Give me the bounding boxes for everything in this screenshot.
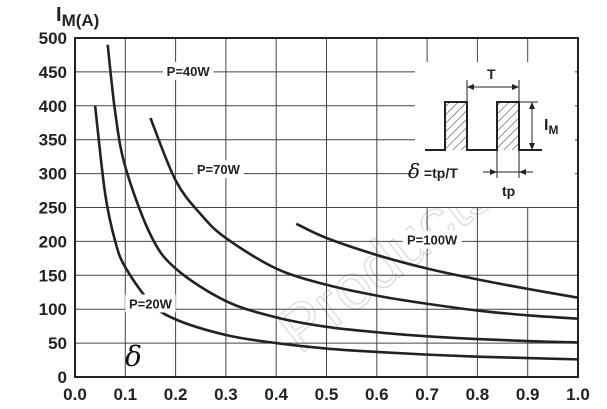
- x-axis-symbol: δ: [125, 340, 142, 373]
- y-tick-label: 50: [48, 334, 67, 353]
- y-tick-label: 300: [39, 165, 67, 184]
- series-label-background: [162, 61, 214, 80]
- y-axis-title: IM(A): [56, 4, 99, 30]
- pulse-2-fill: [497, 102, 519, 150]
- x-tick-label: 0.9: [516, 385, 540, 404]
- y-tick-label: 200: [39, 232, 67, 251]
- period-arrow-left: [467, 84, 474, 90]
- series-label: P=70W: [197, 162, 241, 177]
- amplitude-arrow-top: [529, 102, 535, 109]
- y-tick-label: 400: [39, 97, 67, 116]
- series-line-p-20w: [93, 105, 579, 361]
- y-axis-title-sub: M(A): [62, 11, 100, 30]
- series-labels: P=20W P=40W P=70W P=100W: [125, 61, 462, 313]
- series-line-p-70w: [149, 117, 579, 320]
- amplitude-arrow-bottom: [529, 143, 535, 150]
- pulse-inset: T IM tp δ =tp/T: [408, 66, 558, 199]
- x-tick-label: 0.6: [365, 385, 389, 404]
- amplitude-label-main: I: [544, 117, 548, 134]
- amplitude-label-sub: M: [548, 123, 558, 137]
- x-tick-label: 0.0: [63, 385, 87, 404]
- x-tick-label: 1.0: [566, 385, 590, 404]
- y-axis-title-main: I: [56, 4, 62, 26]
- x-tick-label: 0.2: [164, 385, 188, 404]
- series-label-background: [193, 160, 244, 179]
- pulse-1-fill: [445, 102, 467, 150]
- y-tick-label: 500: [39, 29, 67, 48]
- series-line-p-40w: [106, 44, 579, 344]
- y-tick-label: 450: [39, 63, 67, 82]
- series-label-background: [125, 294, 176, 313]
- x-tick-label: 0.4: [264, 385, 288, 404]
- x-tick-label: 0.3: [214, 385, 238, 404]
- y-tick-label: 100: [39, 300, 67, 319]
- x-tick-label: 0.5: [315, 385, 339, 404]
- x-tick-label: 0.8: [466, 385, 490, 404]
- y-tick-label: 350: [39, 131, 67, 150]
- series-label: P=20W: [129, 296, 173, 311]
- series-label: P=100W: [407, 233, 458, 248]
- y-axis-ticks: 0 50 100 150 200 250 300 350 400 450 500: [39, 29, 67, 387]
- amplitude-label: IM: [544, 117, 558, 137]
- y-tick-label: 0: [58, 368, 67, 387]
- plot-frame: [74, 37, 579, 378]
- plot-border: [74, 37, 579, 378]
- series-label-background: [402, 230, 462, 249]
- inset-background: [415, 62, 575, 207]
- period-arrow-right: [512, 84, 519, 90]
- series-line-p-100w: [295, 222, 579, 299]
- pulse-waveform: [425, 101, 542, 151]
- series-group: [93, 44, 579, 361]
- x-tick-label: 0.1: [113, 385, 137, 404]
- pulse-width-arrow-right: [519, 169, 526, 175]
- period-label: T: [487, 66, 496, 82]
- series-label: P=40W: [167, 64, 211, 79]
- duty-cycle-symbol: δ: [408, 159, 420, 183]
- x-tick-label: 0.7: [415, 385, 439, 404]
- duty-cycle-expression: =tp/T: [420, 165, 458, 181]
- y-tick-label: 150: [39, 266, 67, 285]
- pulse-width-arrow-left: [490, 169, 497, 175]
- pulse-width-label: tp: [502, 183, 515, 199]
- x-axis-ticks: 0.0 0.1 0.2 0.3 0.4 0.5 0.6 0.7 0.8 0.9 1.0: [63, 385, 590, 404]
- y-tick-label: 250: [39, 199, 67, 218]
- duty-cycle-formula: δ =tp/T: [408, 159, 458, 183]
